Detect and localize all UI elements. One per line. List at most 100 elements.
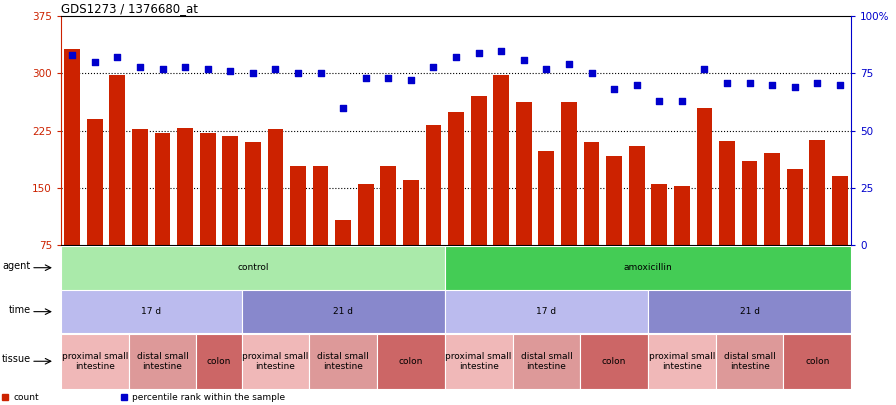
Text: distal small
intestine: distal small intestine	[521, 352, 573, 371]
Point	[358, 75, 373, 81]
Point	[110, 54, 125, 61]
Text: GDS1273 / 1376680_at: GDS1273 / 1376680_at	[61, 2, 198, 15]
Bar	[719, 141, 735, 302]
Bar	[426, 125, 442, 302]
Bar	[309, 334, 377, 389]
Text: 17 d: 17 d	[142, 307, 161, 316]
Text: distal small
intestine: distal small intestine	[724, 352, 775, 371]
Text: control: control	[237, 263, 269, 272]
Point	[675, 98, 689, 104]
Bar	[516, 102, 531, 302]
Bar	[242, 290, 444, 333]
Bar	[674, 185, 690, 302]
Point	[630, 81, 644, 88]
Point	[810, 79, 824, 86]
Bar	[651, 184, 668, 302]
Point	[291, 70, 306, 77]
Bar	[87, 119, 103, 302]
Point	[65, 52, 80, 58]
Point	[743, 79, 757, 86]
Bar	[290, 166, 306, 302]
Point	[404, 77, 418, 83]
Bar	[561, 102, 577, 302]
Text: 21 d: 21 d	[739, 307, 760, 316]
Text: 21 d: 21 d	[333, 307, 353, 316]
Bar	[61, 290, 242, 333]
Point	[268, 66, 282, 72]
Bar	[335, 220, 351, 302]
Bar	[494, 75, 509, 302]
Text: proximal small
intestine: proximal small intestine	[242, 352, 308, 371]
Text: distal small
intestine: distal small intestine	[137, 352, 188, 371]
Bar	[832, 177, 848, 302]
Bar	[444, 246, 851, 290]
Bar	[783, 334, 851, 389]
Bar	[648, 290, 851, 333]
Bar	[787, 169, 803, 302]
Bar	[583, 142, 599, 302]
Point	[607, 86, 621, 93]
Bar	[65, 49, 80, 302]
Text: agent: agent	[2, 260, 30, 271]
Point	[832, 81, 847, 88]
Point	[133, 63, 147, 70]
Point	[223, 68, 237, 75]
Bar	[381, 166, 396, 302]
Bar	[742, 161, 757, 302]
Bar	[538, 151, 555, 302]
Bar	[716, 334, 783, 389]
Point	[246, 70, 260, 77]
Point	[652, 98, 667, 104]
Point	[562, 61, 576, 68]
Bar	[268, 129, 283, 302]
Bar	[358, 184, 374, 302]
Bar	[809, 140, 825, 302]
Bar	[132, 129, 148, 302]
Bar	[629, 146, 644, 302]
Bar	[313, 166, 329, 302]
Bar	[177, 128, 193, 302]
Point	[426, 63, 441, 70]
Point	[314, 70, 328, 77]
Point	[155, 66, 169, 72]
Point	[719, 79, 734, 86]
Text: count: count	[13, 393, 39, 402]
Text: amoxicillin: amoxicillin	[624, 263, 672, 272]
Point	[201, 66, 215, 72]
Point	[494, 47, 508, 54]
Text: proximal small
intestine: proximal small intestine	[445, 352, 512, 371]
Bar	[61, 334, 129, 389]
Bar	[696, 108, 712, 302]
Text: time: time	[8, 305, 30, 315]
Point	[336, 104, 350, 111]
Bar	[245, 142, 261, 302]
Point	[788, 84, 802, 90]
Point	[539, 66, 554, 72]
Text: proximal small
intestine: proximal small intestine	[62, 352, 128, 371]
Bar	[607, 156, 622, 302]
Point	[471, 49, 486, 56]
Point	[449, 54, 463, 61]
Text: tissue: tissue	[1, 354, 30, 364]
Point	[765, 81, 780, 88]
Bar	[222, 136, 238, 302]
Bar	[377, 334, 444, 389]
Text: colon: colon	[806, 357, 830, 366]
Bar	[129, 334, 196, 389]
Bar	[403, 180, 418, 302]
Bar	[581, 334, 648, 389]
Bar	[764, 153, 780, 302]
Point	[178, 63, 193, 70]
Text: proximal small
intestine: proximal small intestine	[649, 352, 715, 371]
Point	[517, 56, 531, 63]
Bar	[444, 334, 513, 389]
Bar	[648, 334, 716, 389]
Bar	[200, 133, 216, 302]
Bar	[109, 75, 125, 302]
Text: colon: colon	[207, 357, 231, 366]
Point	[584, 70, 599, 77]
Bar	[155, 133, 170, 302]
Point	[88, 59, 102, 65]
Point	[697, 66, 711, 72]
Bar	[196, 334, 242, 389]
